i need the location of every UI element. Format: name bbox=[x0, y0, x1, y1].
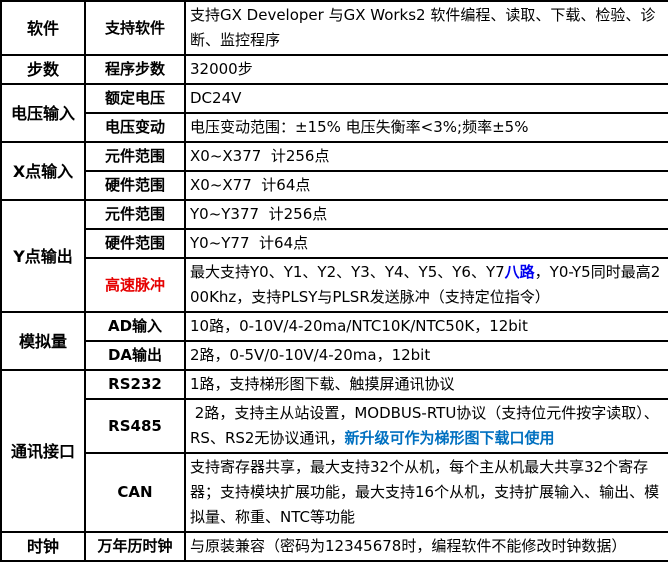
text-segment: X0~X77 计64点 bbox=[190, 176, 311, 194]
spec-name-cell: DA输出 bbox=[84, 340, 186, 371]
category-cell: 通讯接口 bbox=[0, 369, 86, 533]
spec-value-cell: 10路，0-10V/4-20ma/NTC10K/NTC50K，12bit bbox=[184, 311, 668, 342]
spec-value-cell: 电压变动范围：±15% 电压失衡率<3%;频率±5% bbox=[184, 112, 668, 143]
spec-name-cell: 额定电压 bbox=[84, 83, 186, 114]
spec-name-cell: 万年历时钟 bbox=[84, 531, 186, 562]
category-cell: 模拟量 bbox=[0, 311, 86, 371]
spec-name-cell: 支持软件 bbox=[84, 0, 186, 56]
text-segment: 电压变动范围：±15% 电压失衡率<3%;频率±5% bbox=[190, 118, 529, 136]
spec-name-cell: 高速脉冲 bbox=[84, 257, 186, 313]
spec-row: CAN 支持寄存器共享，最大支持32个从机，每个主从机最大共享32个寄存器；支持模… bbox=[1, 452, 668, 533]
spec-row: X点输入 元件范围 X0~X377 计256点 bbox=[0, 141, 668, 201]
spec-name-cell: 硬件范围 bbox=[84, 228, 186, 259]
spec-name-cell: 电压变动 bbox=[84, 112, 186, 143]
spec-value-cell: X0~X77 计64点 bbox=[184, 170, 668, 201]
text-segment: 10路，0-10V/4-20ma/NTC10K/NTC50K，12bit bbox=[190, 317, 528, 335]
spec-row: 电压输入 额定电压 DC24V bbox=[0, 83, 668, 143]
spec-row: 软件 支持软件 支持GX Developer 与GX Works2 软件编程、读取、… bbox=[0, 0, 668, 56]
spec-name-cell: 程序步数 bbox=[84, 54, 186, 85]
spec-row: 硬件范围 Y0~Y77 计64点 bbox=[1, 228, 668, 259]
text-segment: Y0~Y77 计64点 bbox=[190, 234, 309, 252]
spec-value-cell: X0~X377 计256点 bbox=[184, 141, 668, 172]
highlighted-text-segment: 新升级可作为梯形图下载口使用 bbox=[344, 429, 555, 447]
text-segment: 2路，0-5V/0-10V/4-20ma，12bit bbox=[190, 346, 431, 364]
text-segment: Y0~Y377 计256点 bbox=[190, 205, 328, 223]
text-segment: 支持GX Developer 与GX Works2 软件编程、读取、下载、检验、… bbox=[190, 6, 656, 49]
category-cell: 步数 bbox=[0, 54, 86, 85]
spec-value-cell: DC24V bbox=[184, 83, 668, 114]
spec-value-cell: 2路，0-5V/0-10V/4-20ma，12bit bbox=[184, 340, 668, 371]
spec-name-cell: RS485 bbox=[84, 398, 186, 454]
spec-row: 硬件范围 X0~X77 计64点 bbox=[1, 170, 668, 201]
spec-value-cell: 1路，支持梯形图下载、触摸屏通讯协议 bbox=[184, 369, 668, 400]
text-segment: 支持寄存器共享，最大支持32个从机，每个主从机最大共享32个寄存器；支持模块扩展… bbox=[190, 458, 660, 526]
spec-name-cell: CAN bbox=[84, 452, 186, 533]
spec-row: 模拟量 AD输入 10路，0-10V/4-20ma/NTC10K/NTC50K，12… bbox=[0, 311, 668, 371]
spec-row: 步数 程序步数 32000步 bbox=[0, 54, 668, 85]
spec-row: DA输出 2路，0-5V/0-10V/4-20ma，12bit bbox=[1, 340, 668, 371]
text-segment: 2路，支持主从站设置，MODBUS-RTU协议（支持位元件按字读取）、RS、RS… bbox=[190, 404, 659, 447]
text-segment: DC24V bbox=[190, 89, 242, 107]
spec-row: 通讯接口 RS232 1路，支持梯形图下载、触摸屏通讯协议 bbox=[0, 369, 668, 533]
spec-row: 电压变动 电压变动范围：±15% 电压失衡率<3%;频率±5% bbox=[1, 112, 668, 143]
spec-value-cell: Y0~Y77 计64点 bbox=[184, 228, 668, 259]
spec-row: 时钟 万年历时钟 与原装兼容（密码为12345678时，编程软件不能修改时钟数据） bbox=[0, 531, 668, 562]
spec-value-cell: 支持GX Developer 与GX Works2 软件编程、读取、下载、检验、… bbox=[184, 0, 668, 56]
spec-row: 高速脉冲 最大支持Y0、Y1、Y2、Y3、Y4、Y5、Y6、Y7八路，Y0-Y5同… bbox=[1, 257, 668, 313]
category-cell: 时钟 bbox=[0, 531, 86, 562]
text-segment: 与原装兼容（密码为12345678时，编程软件不能修改时钟数据） bbox=[190, 537, 627, 555]
spec-value-cell: 与原装兼容（密码为12345678时，编程软件不能修改时钟数据） bbox=[184, 531, 668, 562]
category-cell: 电压输入 bbox=[0, 83, 86, 143]
text-segment: ，Y0-Y5同时最高200Khz，支持PLSY与PLSR发送脉冲（支持定位指令） bbox=[190, 263, 661, 306]
spec-value-cell: Y0~Y377 计256点 bbox=[184, 199, 668, 230]
category-cell: X点输入 bbox=[0, 141, 86, 201]
text-segment: 32000步 bbox=[190, 60, 253, 78]
category-cell: Y点输出 bbox=[0, 199, 86, 313]
category-cell: 软件 bbox=[0, 0, 86, 56]
text-segment: X0~X377 计256点 bbox=[190, 147, 330, 165]
spec-name-cell: RS232 bbox=[84, 369, 186, 400]
spec-name-cell: 硬件范围 bbox=[84, 170, 186, 201]
spec-row: RS485 2路，支持主从站设置，MODBUS-RTU协议（支持位元件按字读取）… bbox=[1, 398, 668, 454]
spec-name-cell: AD输入 bbox=[84, 311, 186, 342]
text-segment: 最大支持Y0、Y1、Y2、Y3、Y4、Y5、Y6、Y7 bbox=[190, 263, 505, 281]
spec-value-cell: 支持寄存器共享，最大支持32个从机，每个主从机最大共享32个寄存器；支持模块扩展… bbox=[184, 452, 668, 533]
spec-name-cell: 元件范围 bbox=[84, 141, 186, 172]
spec-row: Y点输出 元件范围 Y0~Y377 计256点 bbox=[0, 199, 668, 313]
highlighted-text-segment: 八路 bbox=[504, 263, 535, 281]
spec-value-cell: 32000步 bbox=[184, 54, 668, 85]
spec-value-cell: 最大支持Y0、Y1、Y2、Y3、Y4、Y5、Y6、Y7八路，Y0-Y5同时最高2… bbox=[184, 257, 668, 313]
spec-name-cell: 元件范围 bbox=[84, 199, 186, 230]
text-segment: 1路，支持梯形图下载、触摸屏通讯协议 bbox=[190, 375, 455, 393]
spec-value-cell: 2路，支持主从站设置，MODBUS-RTU协议（支持位元件按字读取）、RS、RS… bbox=[184, 398, 668, 454]
